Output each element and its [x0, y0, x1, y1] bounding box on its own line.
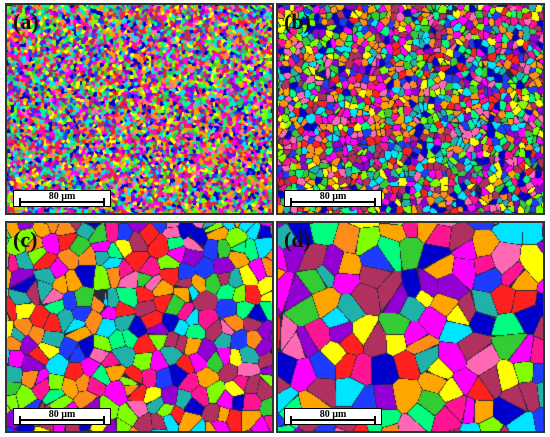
scale-bar-line-c — [19, 416, 105, 424]
ebsd-map-a: (a) 80 µm — [5, 3, 274, 215]
scale-bar-c: 80 µm — [13, 408, 111, 425]
panel-label-d: (d) — [284, 227, 311, 252]
ebsd-map-b: (b) 80 µm — [276, 3, 545, 215]
ebsd-map-d: (d) 80 µm — [276, 221, 545, 433]
grain-map-d — [278, 223, 543, 431]
scale-bar-b: 80 µm — [284, 190, 382, 207]
scale-bar-a: 80 µm — [13, 190, 111, 207]
panel-label-c: (c) — [13, 227, 38, 252]
grain-map-b — [278, 5, 543, 213]
grain-map-c — [7, 223, 272, 431]
panel-label-a: (a) — [13, 9, 39, 34]
scale-bar-line-a — [19, 198, 105, 206]
scale-bar-line-d — [290, 416, 376, 424]
grain-map-a — [7, 5, 272, 213]
scale-bar-text-c: 80 µm — [48, 409, 76, 420]
ebsd-map-c: (c) 80 µm — [5, 221, 274, 433]
scale-bar-line-b — [290, 198, 376, 206]
scale-bar-d: 80 µm — [284, 408, 382, 425]
scale-bar-text-b: 80 µm — [319, 191, 347, 202]
panel-label-b: (b) — [284, 9, 311, 34]
scale-bar-text-a: 80 µm — [48, 191, 76, 202]
scale-bar-text-d: 80 µm — [319, 409, 347, 420]
